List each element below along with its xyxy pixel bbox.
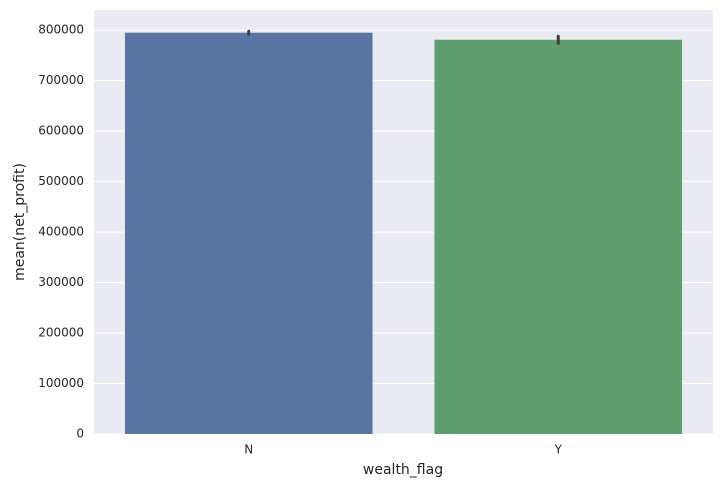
bar <box>434 39 683 435</box>
y-tick-label: 100000 <box>38 376 84 390</box>
y-tick-label: 0 <box>76 427 84 441</box>
y-tick-label: 300000 <box>38 275 84 289</box>
x-axis-label: wealth_flag <box>363 462 443 478</box>
y-tick-label: 400000 <box>38 225 84 239</box>
bar <box>124 32 373 434</box>
x-tick-label: N <box>244 443 253 457</box>
y-axis-label: mean(net_profit) <box>12 163 28 281</box>
y-tick-label: 700000 <box>38 73 84 87</box>
y-tick-label: 600000 <box>38 124 84 138</box>
x-tick-label: Y <box>554 443 563 457</box>
y-tick-label: 800000 <box>38 23 84 37</box>
y-tick-label: 500000 <box>38 174 84 188</box>
y-tick-label: 200000 <box>38 326 84 340</box>
